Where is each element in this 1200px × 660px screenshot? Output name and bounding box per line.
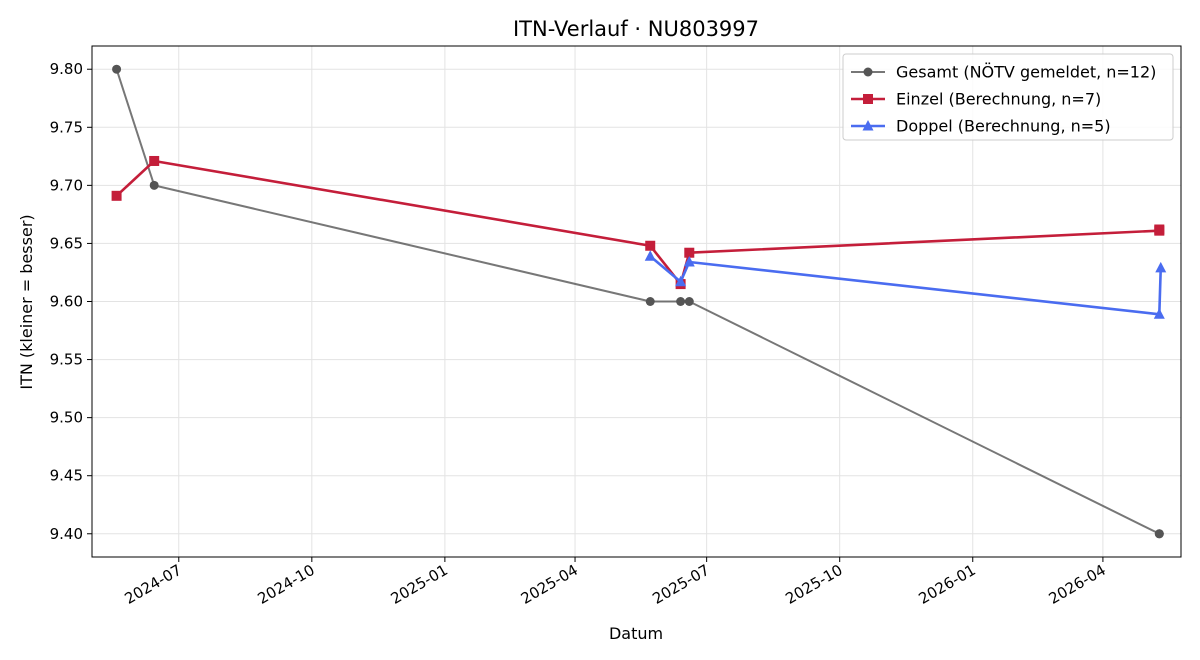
legend-box — [842, 53, 1174, 141]
legend-label: Einzel (Berechnung, n=7) — [896, 90, 1101, 109]
legend-marker — [863, 67, 873, 77]
legend-label: Gesamt (NÖTV gemeldet, n=12) — [896, 63, 1156, 82]
data-point-circle — [1154, 529, 1164, 539]
y-tick-label: 9.75 — [50, 118, 83, 136]
data-point-circle — [645, 297, 655, 306]
y-tick-label: 9.70 — [50, 176, 83, 194]
grid-lines — [92, 46, 1181, 557]
y-axis: 9.40 9.45 9.50 9.55 9.60 9.65 9.70 9.75 9.80 — [50, 60, 92, 543]
y-tick-label: 9.45 — [50, 467, 83, 485]
legend: Gesamt (NÖTV gemeldet, n=12) Einzel (Bere… — [842, 53, 1174, 141]
y-tick-label: 9.50 — [50, 409, 83, 427]
legend-item: Einzel (Berechnung, n=7) — [851, 90, 1101, 109]
series-layer — [111, 64, 1167, 539]
data-point-circle — [676, 297, 686, 306]
data-point-circle — [149, 180, 159, 190]
data-point-triangle — [644, 250, 656, 261]
y-tick-label: 9.65 — [50, 234, 83, 252]
y-tick-label: 9.55 — [50, 351, 83, 369]
y-tick-label: 9.40 — [50, 525, 83, 543]
legend-marker — [862, 120, 874, 131]
legend-item: Doppel (Berechnung, n=5) — [851, 117, 1111, 136]
x-axis-title: Datum — [609, 624, 663, 643]
data-point-triangle — [1155, 261, 1167, 273]
legend-label: Doppel (Berechnung, n=5) — [896, 117, 1111, 136]
data-point-triangle — [683, 256, 695, 267]
data-point-square — [111, 190, 122, 201]
data-point-triangle — [1153, 308, 1165, 319]
data-point-square — [149, 155, 160, 166]
legend-marker — [863, 94, 873, 104]
y-axis-title: ITN (kleiner = besser) — [17, 214, 36, 389]
series-3 — [644, 250, 1167, 319]
y-tick-label: 9.80 — [50, 60, 83, 78]
data-point-square — [1154, 224, 1165, 235]
chart-title: ITN-Verlauf · NU803997 — [513, 17, 759, 41]
data-point-square — [645, 240, 656, 251]
legend-item: Gesamt (NÖTV gemeldet, n=12) — [851, 63, 1156, 82]
y-tick-label: 9.60 — [50, 293, 83, 311]
data-point-circle — [112, 64, 122, 74]
data-point-circle — [684, 297, 694, 306]
data-point-square — [684, 247, 695, 258]
data-point-triangle — [675, 275, 687, 287]
